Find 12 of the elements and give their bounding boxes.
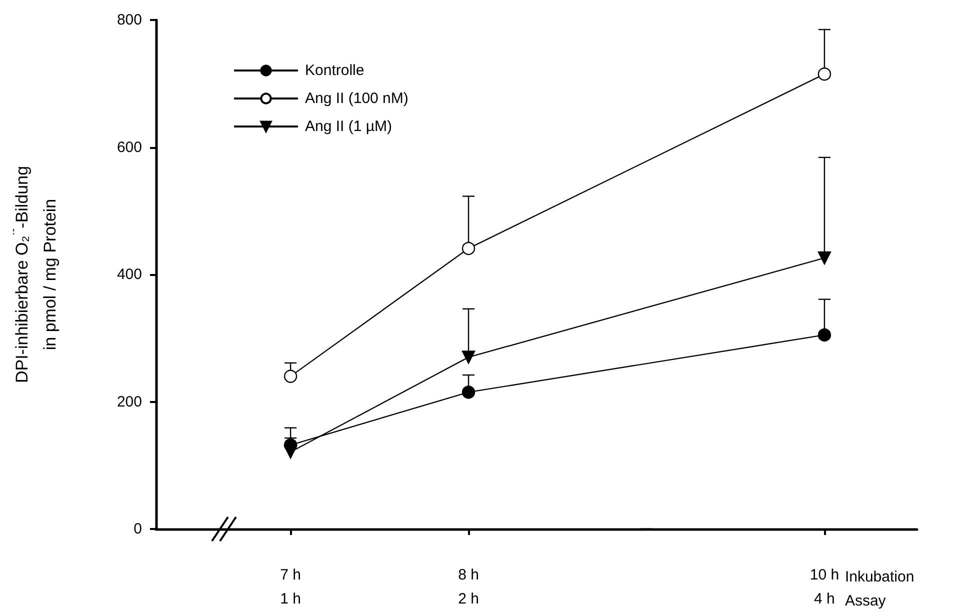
y-tick-label: 400 <box>116 266 142 283</box>
legend-label: Ang II (100 nM) <box>305 90 408 107</box>
x-tick-label: 8 h 2 h <box>458 566 479 608</box>
x-tick-label: 10 h 4 h <box>810 566 840 608</box>
legend-label: Ang II (1 µM) <box>305 118 392 135</box>
y-tick-label: 800 <box>116 12 142 28</box>
y-tick-label: 200 <box>116 393 142 410</box>
legend-label: Kontrolle <box>305 62 364 79</box>
y-tick-label: 600 <box>116 138 142 156</box>
y-tick-label: 0 <box>134 520 142 538</box>
x-axis-title: Inkubation Assay <box>844 568 914 610</box>
x-tick-label: 7 h 1 h <box>280 566 301 608</box>
